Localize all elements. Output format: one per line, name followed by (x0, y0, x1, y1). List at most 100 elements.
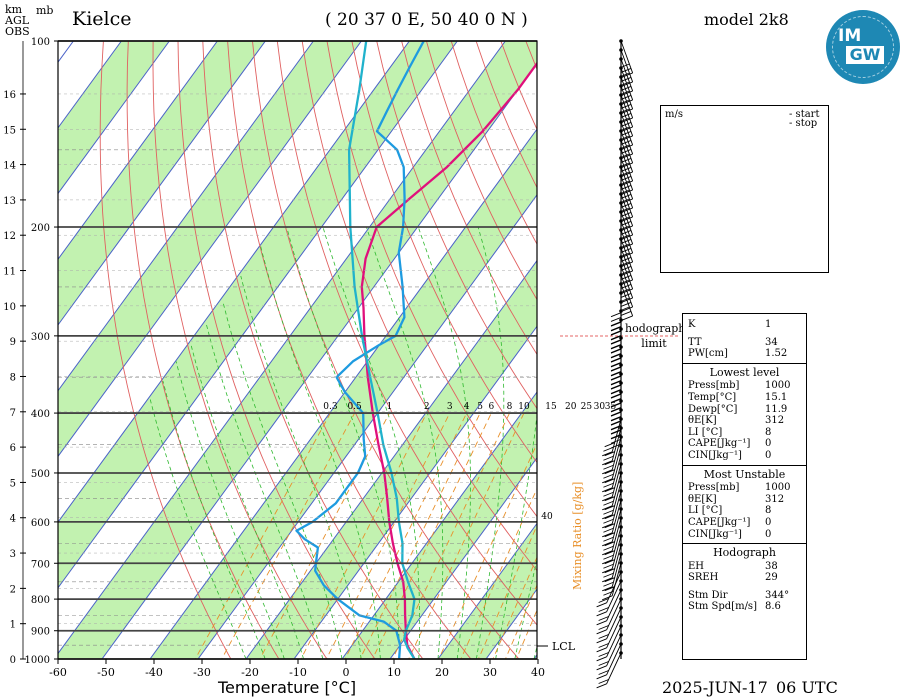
wind-barb-feather (602, 550, 613, 556)
dry-adiabat (152, 41, 328, 659)
x-tick-label: -20 (241, 666, 259, 679)
wind-barb-feather (610, 312, 622, 318)
index-row: Dewp[°C] 11.9 (688, 403, 788, 415)
dry-adiabat (99, 41, 232, 659)
wind-barb-feather (610, 371, 622, 376)
isotherm-line (58, 41, 410, 523)
height-tick-label: 13 (3, 196, 16, 207)
wind-barb-shaft (620, 103, 634, 137)
wind-barb-feather (598, 643, 609, 648)
km-label: km (5, 3, 23, 16)
wind-barb (596, 571, 622, 608)
index-row: Temp[°C] 15.1 (688, 391, 788, 403)
height-tick-label: 1 (10, 620, 16, 631)
wind-barb-feather (610, 393, 622, 399)
wind-barb (602, 436, 622, 475)
wind-barb-feather (610, 357, 622, 363)
pressure-tick-label: 500 (31, 469, 50, 480)
wind-barb-feather (610, 321, 622, 327)
wind-barb (596, 598, 622, 635)
wind-barb-shaft (606, 625, 622, 658)
wind-barb-feather (604, 478, 615, 484)
wind-barb-feather (598, 670, 609, 675)
wind-barb (596, 580, 622, 617)
wind-barb (602, 508, 622, 547)
wind-barb-shaft (611, 535, 622, 569)
wind-barb-shaft (620, 238, 634, 272)
wind-barb-feather (602, 586, 613, 592)
mixing-ratio-tick-label: 20 (565, 402, 577, 412)
pressure-tick-label: 900 (31, 627, 50, 638)
isotherm-line (58, 41, 266, 326)
height-tick-label: 15 (3, 125, 16, 136)
pressure-tick-label: 200 (31, 223, 50, 234)
x-tick-label: -10 (289, 666, 307, 679)
run-date: 2025-JUN-17 (662, 678, 768, 697)
wind-barb-feather (603, 527, 614, 533)
wind-barb-feather (610, 339, 622, 345)
wind-barb-shaft (620, 40, 634, 74)
wind-barb-feather (610, 366, 622, 372)
wind-barb-feather (603, 455, 614, 461)
x-tick-label: -50 (97, 666, 115, 679)
wind-barb-shaft (611, 463, 622, 497)
dry-adiabat (252, 41, 520, 659)
wind-barb-feather (610, 353, 622, 359)
wind-barb-feather (620, 302, 632, 307)
mixing-ratio-tick-label: 3 (447, 402, 453, 412)
wind-barb-feather (596, 620, 607, 626)
wind-barb-feather (602, 514, 613, 520)
mixing-ratio-line (300, 412, 428, 659)
moist-adiabat (286, 226, 400, 659)
dry-adiabat (425, 41, 537, 301)
x-tick-label: -60 (49, 666, 67, 679)
wind-barb-feather (603, 446, 614, 452)
wind-barb-shaft (620, 166, 634, 200)
mixing-ratio-line (325, 412, 451, 659)
wind-barb-feather (602, 532, 613, 538)
isotherm-line (58, 41, 314, 392)
wind-barb-feather (596, 656, 607, 662)
wind-barb-feather (596, 647, 607, 653)
wind-barb (596, 589, 622, 626)
wind-barb-feather (604, 469, 615, 475)
wind-barb-feather (610, 371, 622, 377)
wind-barb-feather (603, 509, 614, 515)
wind-barb (602, 553, 622, 592)
wind-barb-shaft (606, 571, 622, 604)
wind-barb-feather (596, 629, 607, 635)
mixing-ratio-tick-label: 0.5 (347, 402, 362, 412)
index-row: LI [°C] 8 (688, 426, 772, 438)
wind-barb-feather (602, 460, 613, 466)
station-name: Kielce (72, 8, 132, 30)
mixing-ratio-tick-label: 15 (545, 402, 557, 412)
wind-barb-shaft (620, 193, 634, 227)
wind-barb-feather (602, 568, 613, 574)
height-tick-label: 10 (3, 302, 16, 313)
wind-barb (596, 625, 622, 662)
hodograph-panel: m/s - start - stop (660, 105, 829, 273)
wind-barb (602, 481, 622, 520)
index-row: LI [°C] 8 (688, 505, 772, 517)
dry-adiabat (351, 41, 537, 464)
wind-barb-feather (603, 518, 614, 524)
model-name: model 2k8 (704, 10, 789, 29)
temperature-band (58, 41, 537, 659)
wind-barb-feather (598, 634, 609, 639)
index-row: Press[mb] 1000 (688, 380, 791, 392)
wind-barb-feather (603, 473, 614, 479)
wind-barb-feather (598, 598, 609, 603)
index-row: TT 34 (688, 336, 778, 348)
wind-barb-feather (598, 616, 609, 621)
height-tick-label: 8 (10, 372, 16, 383)
wind-barb-shaft (620, 112, 634, 146)
mixing-ratio-tick-label: 2 (424, 402, 430, 412)
wind-barb-shaft (606, 616, 622, 649)
index-row: CIN[Jkg⁻¹] 0 (688, 449, 772, 461)
wind-barb (596, 643, 622, 680)
isotherm-line (58, 41, 458, 589)
wind-barb-feather (602, 505, 613, 511)
wind-barb-shaft (620, 121, 634, 155)
